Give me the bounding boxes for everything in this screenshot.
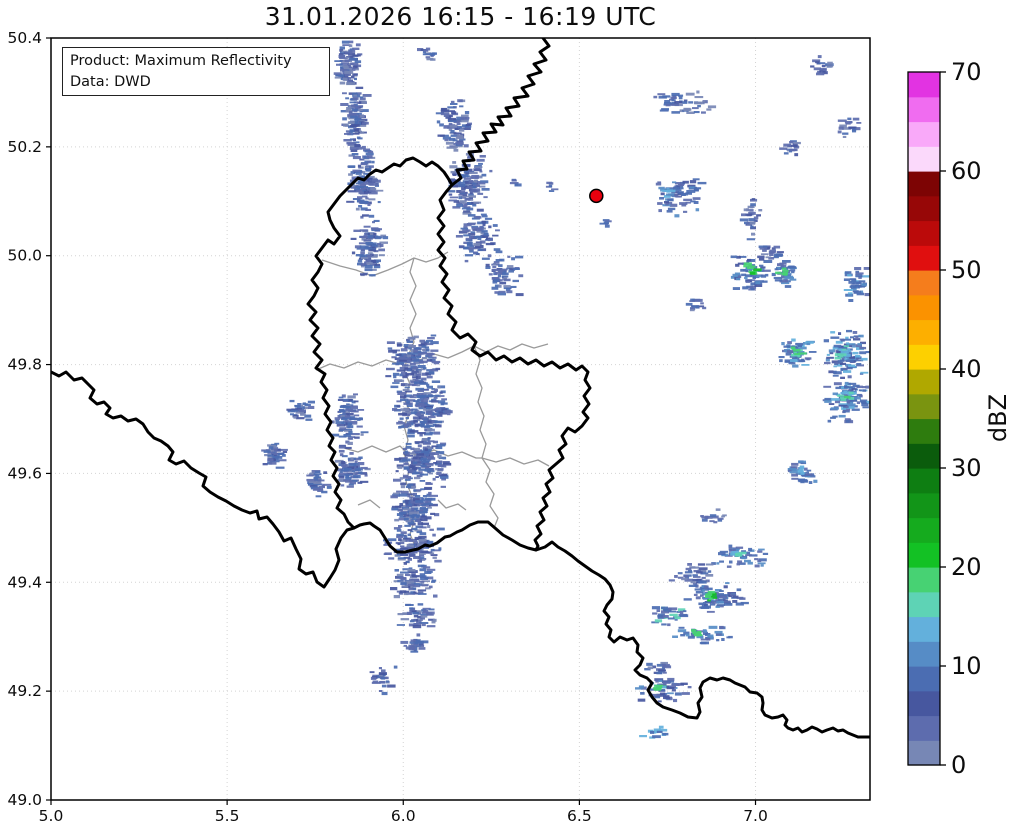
gridlines: [51, 38, 870, 800]
colorbar-segment: [908, 567, 940, 593]
y-tick-label: 49.6: [7, 464, 42, 482]
colorbar-segment: [908, 517, 940, 543]
axis-ticks: 5.0 5.5 6.0 6.5 7.0 49.0 49.2 49.4 49.6 49.8 50.0 5…: [7, 29, 767, 825]
national-border: [306, 156, 592, 554]
national-border: [534, 540, 870, 739]
colorbar-segment: [908, 715, 940, 741]
product-line: Product: Maximum Reflectivity: [70, 53, 292, 69]
colorbar-segment: [908, 146, 940, 172]
colorbar-segment: [908, 690, 940, 717]
x-tick-label: 6.0: [391, 807, 416, 825]
regional-border: [473, 345, 487, 459]
colorbar-segment: [908, 666, 940, 692]
colorbar-segment: [908, 121, 940, 147]
x-tick-label: 5.0: [39, 807, 64, 825]
colorbar-segment: [908, 96, 940, 123]
colorbar-unit-label: dBZ: [984, 393, 1012, 443]
y-tick-label: 49.4: [7, 573, 42, 591]
colorbar-segment: [908, 641, 940, 667]
colorbar-segment: [908, 542, 940, 568]
colorbar-tick-label: 0: [951, 751, 966, 779]
colorbar-segment: [908, 492, 940, 519]
regional-border: [343, 445, 550, 467]
colorbar-segment: [908, 245, 940, 271]
colorbar-segment: [908, 443, 940, 469]
colorbar-segment: [908, 294, 940, 321]
colorbar: 0 10 20 30 40 50 60 70: [907, 58, 982, 779]
colorbar-segment: [908, 195, 940, 222]
colorbar-tick-label: 10: [951, 652, 982, 680]
colorbar-segment: [908, 591, 940, 618]
colorbar-segment: [908, 468, 940, 494]
y-tick-label: 49.2: [7, 682, 42, 700]
y-tick-label: 50.0: [7, 247, 42, 265]
radar-echo-layer: [261, 40, 870, 739]
colorbar-frame: [907, 71, 941, 766]
colorbar-segment: [908, 418, 940, 444]
colorbar-segment: [908, 740, 940, 766]
colorbar-segment: [908, 344, 940, 370]
colorbar-segment: [908, 616, 940, 642]
x-tick-label: 5.5: [215, 807, 240, 825]
y-tick-label: 49.0: [7, 791, 42, 809]
colorbar-tick-label: 60: [951, 157, 982, 185]
national-border: [450, 38, 551, 187]
colorbar-tick-label: 40: [951, 355, 982, 383]
colorbar-segment: [908, 369, 940, 395]
regional-border: [357, 499, 381, 509]
product-info-box: Product: Maximum Reflectivity Data: DWD: [62, 47, 330, 97]
y-tick-label: 49.8: [7, 356, 42, 374]
colorbar-segment: [908, 171, 940, 197]
x-tick-label: 6.5: [567, 807, 592, 825]
colorbar-segment: [908, 319, 940, 345]
colorbar-segment: [908, 220, 940, 246]
colorbar-segment: [908, 270, 940, 296]
radar-station-marker: [589, 188, 604, 204]
colorbar-tick-label: 20: [951, 553, 982, 581]
colorbar-tick-label: 30: [951, 454, 982, 482]
regional-border: [481, 457, 499, 529]
data-source-line: Data: DWD: [70, 73, 151, 90]
regional-border: [321, 251, 449, 277]
colorbar-tick-label: 50: [951, 256, 982, 284]
colorbar-tick-label: 70: [951, 58, 982, 86]
plot-title: 31.01.2026 16:15 - 16:19 UTC: [264, 2, 657, 31]
national-borders: [51, 38, 870, 739]
national-border: [51, 370, 356, 589]
colorbar-segment: [908, 393, 940, 420]
colorbar-segment: [908, 72, 940, 98]
y-tick-label: 50.4: [7, 29, 42, 47]
regional-border: [437, 499, 467, 511]
plot-frame: [50, 37, 871, 801]
y-tick-label: 50.2: [7, 138, 42, 156]
x-tick-label: 7.0: [743, 807, 768, 825]
